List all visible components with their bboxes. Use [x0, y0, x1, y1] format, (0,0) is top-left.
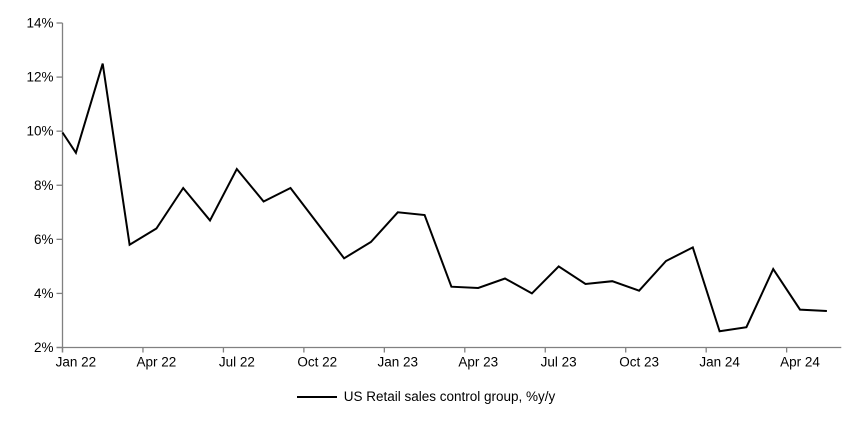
- x-tick-label: Apr 23: [458, 355, 498, 370]
- y-tick-label: 2%: [34, 340, 54, 355]
- legend: US Retail sales control group, %y/y: [0, 389, 852, 404]
- x-tick-label: Oct 22: [297, 355, 337, 370]
- series-line: [61, 63, 827, 333]
- x-tick-label: Oct 23: [619, 355, 659, 370]
- y-tick-label: 10%: [26, 124, 53, 139]
- y-tick-label: 8%: [34, 178, 54, 193]
- y-tick-label: 4%: [34, 286, 54, 301]
- x-tick-label: Jul 22: [219, 355, 255, 370]
- y-tick-label: 12%: [26, 70, 53, 85]
- legend-line-swatch: [296, 395, 337, 398]
- x-tick-label: Jan 23: [377, 355, 418, 370]
- y-tick-label: 14%: [26, 16, 53, 31]
- x-tick-label: Jan 22: [56, 355, 97, 370]
- x-tick-label: Jan 24: [699, 355, 740, 370]
- x-tick-label: Apr 24: [780, 355, 820, 370]
- legend-label: US Retail sales control group, %y/y: [343, 389, 556, 404]
- line-chart-svg: 2% 4% 6% 8% 10% 12% 14% Jan 22 Apr 22 Jul 22 Oct 2…: [26, 16, 842, 370]
- x-tick-label: Apr 22: [136, 355, 176, 370]
- x-tick-label: Jul 23: [541, 355, 577, 370]
- y-tick-label: 6%: [34, 232, 54, 247]
